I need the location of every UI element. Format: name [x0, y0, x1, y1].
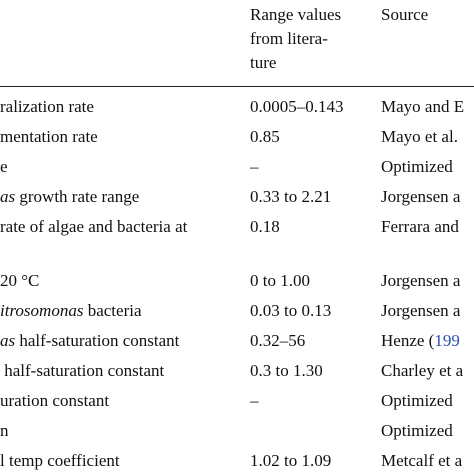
source-text: Optimized — [381, 157, 453, 176]
range-value: 0.32–56 — [250, 331, 306, 350]
header-rule — [0, 86, 474, 87]
source-text: Jorgensen a — [381, 301, 461, 320]
parameter-italic: itrosomonas — [0, 301, 84, 320]
parameter: e — [0, 157, 244, 177]
source: Mayo et al. — [381, 127, 474, 147]
range-value: 0 to 1.00 — [250, 271, 310, 290]
source: Optimized — [381, 421, 474, 441]
parameter: as half-saturation constant — [0, 331, 244, 351]
range-value: 0.85 — [250, 127, 280, 146]
source-text: Henze ( — [381, 331, 435, 350]
header-source: Source — [381, 5, 429, 24]
parameter-text: e — [0, 157, 8, 176]
source: Jorgensen a — [381, 301, 474, 321]
parameter: rate of algae and bacteria at — [0, 217, 244, 237]
parameter-italic: as — [0, 187, 16, 206]
source: Charley et a — [381, 361, 474, 381]
parameter: as growth rate range — [0, 187, 244, 207]
parameter: n — [0, 421, 244, 441]
parameter-text: ralization rate — [0, 97, 94, 116]
source: Mayo and E — [381, 97, 474, 117]
header-range: Range values — [250, 5, 342, 24]
parameter-italic: as — [0, 331, 16, 350]
source: Optimized — [381, 391, 474, 411]
parameter: 20 °C — [0, 271, 244, 291]
parameter: uration constant — [0, 391, 244, 411]
parameter-text: half-saturation constant — [15, 331, 180, 350]
parameter-text: uration constant — [0, 391, 110, 410]
parameter-text: l temp coefficient — [0, 451, 120, 470]
parameter-text: mentation rate — [0, 127, 98, 146]
parameter: l temp coefficient — [0, 451, 244, 471]
source-text: Optimized — [381, 421, 453, 440]
parameter-text: bacteria — [83, 301, 142, 320]
range-value: – — [250, 391, 259, 410]
source: Henze (199 — [381, 331, 474, 351]
header-range: from litera- — [250, 29, 328, 48]
header-range: ture — [250, 53, 277, 72]
source: Jorgensen a — [381, 271, 474, 291]
source-link: 199 — [434, 331, 460, 350]
source-text: Metcalf et a — [381, 451, 463, 470]
range-value: 0.3 to 1.30 — [250, 361, 323, 380]
parameter-text: half-saturation constant — [0, 361, 165, 380]
parameter: mentation rate — [0, 127, 244, 147]
range-value: 0.03 to 0.13 — [250, 301, 332, 320]
range-value: 0.18 — [250, 217, 280, 236]
range-value: 0.0005–0.143 — [250, 97, 344, 116]
source-text: Ferrara and — [381, 217, 459, 236]
source-text: Optimized — [381, 391, 453, 410]
parameter-text: growth rate range — [15, 187, 140, 206]
source: Optimized — [381, 157, 474, 177]
parameter-text: rate of algae and bacteria at — [0, 217, 188, 236]
source: Jorgensen a — [381, 187, 474, 207]
source-text: Jorgensen a — [381, 187, 461, 206]
parameter-text: 20 °C — [0, 271, 40, 290]
parameter: itrosomonas bacteria — [0, 301, 244, 321]
range-value: – — [250, 157, 259, 176]
source: Metcalf et a — [381, 451, 474, 471]
parameter: ralization rate — [0, 97, 244, 117]
range-value: 1.02 to 1.09 — [250, 451, 332, 470]
source: Ferrara and — [381, 217, 474, 237]
source-text: Jorgensen a — [381, 271, 461, 290]
source-text: Mayo et al. — [381, 127, 458, 146]
source-text: Charley et a — [381, 361, 464, 380]
parameter: half-saturation constant — [0, 361, 244, 381]
parameter-text: n — [0, 421, 9, 440]
range-value: 0.33 to 2.21 — [250, 187, 332, 206]
source-text: Mayo and E — [381, 97, 465, 116]
